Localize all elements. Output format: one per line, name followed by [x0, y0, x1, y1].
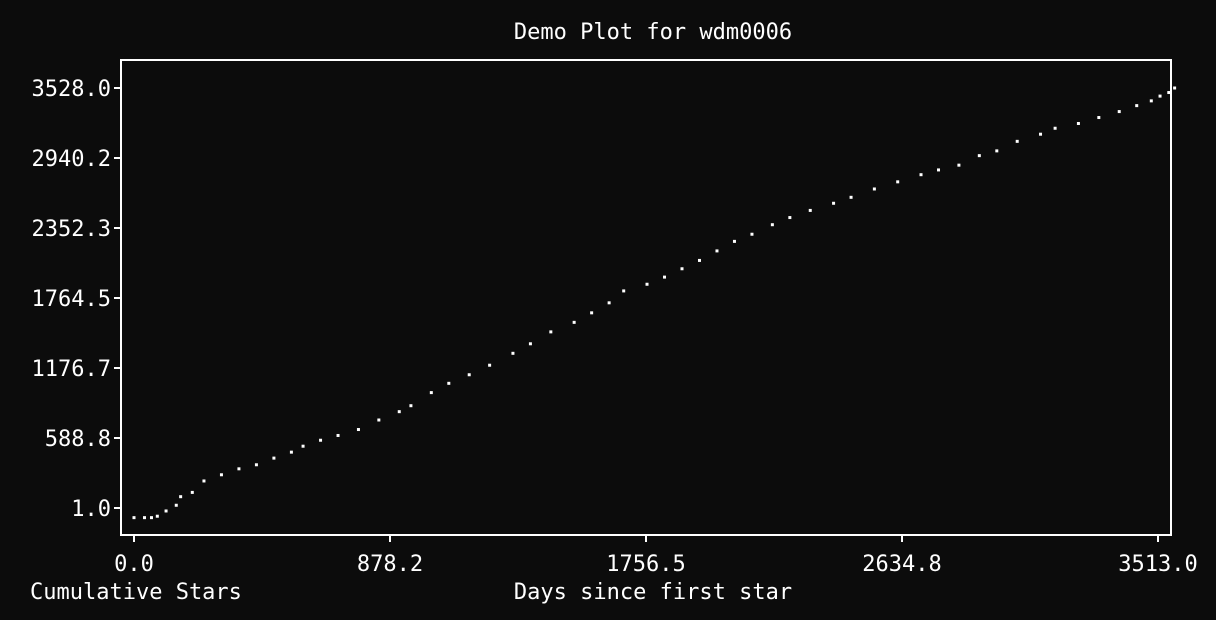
data-point [132, 516, 136, 520]
data-point [237, 467, 241, 471]
x-tick-label: 2634.8 [862, 552, 941, 577]
data-point [409, 404, 413, 408]
data-point [770, 223, 774, 227]
data-point [511, 351, 515, 355]
x-axis: 0.0 878.2 1756.5 2634.8 3513.0 [114, 535, 1198, 577]
data-point [663, 275, 667, 279]
data-point [528, 342, 532, 346]
data-point [397, 410, 401, 414]
data-point [190, 490, 194, 494]
data-point [549, 330, 553, 334]
data-point [697, 258, 701, 262]
data-point [937, 168, 941, 172]
data-point [289, 450, 293, 454]
chart-title: Demo Plot for wdm0006 [514, 20, 792, 45]
data-point [715, 249, 719, 253]
plot-frame [120, 59, 1172, 536]
data-point [607, 301, 611, 305]
data-point [272, 456, 276, 460]
data-point [832, 201, 836, 205]
data-point [174, 503, 178, 507]
data-point [488, 363, 492, 367]
data-point [202, 479, 206, 483]
data-point [1015, 139, 1019, 143]
data-point [447, 381, 451, 385]
y-tick-label: 2352.3 [32, 217, 111, 242]
data-point [356, 428, 360, 432]
data-point [1167, 91, 1171, 95]
data-point [572, 320, 576, 324]
data-point [680, 267, 684, 271]
y-tick-label: 1.0 [71, 497, 111, 522]
data-point [849, 195, 853, 199]
y-axis: 1.0 588.8 1176.7 1764.5 2352.3 2940.2 3528.0 [32, 77, 121, 522]
data-point [788, 216, 792, 220]
x-tick-label: 3513.0 [1118, 552, 1197, 577]
y-tick-label: 588.8 [45, 427, 111, 452]
data-point [254, 463, 258, 467]
data-point [336, 433, 340, 437]
data-point [957, 163, 961, 167]
x-tick-label: 0.0 [114, 552, 154, 577]
data-point [1158, 94, 1162, 98]
data-point [919, 173, 923, 177]
data-point [808, 208, 812, 212]
data-point [1117, 110, 1121, 114]
y-axis-label: Cumulative Stars [30, 580, 242, 605]
data-point [977, 154, 981, 158]
data-points [132, 86, 1177, 520]
x-tick-label: 878.2 [357, 552, 423, 577]
data-point [872, 187, 876, 191]
y-tick-label: 2940.2 [32, 147, 111, 172]
data-point [590, 311, 594, 315]
data-point [995, 149, 999, 153]
data-point [1053, 126, 1057, 130]
data-point [1149, 99, 1153, 103]
y-tick-label: 1764.5 [32, 287, 111, 312]
data-point [164, 509, 168, 513]
data-point [1076, 121, 1080, 125]
y-tick-label: 1176.7 [32, 357, 111, 382]
data-point [750, 232, 754, 236]
data-point [149, 516, 153, 520]
data-point [1173, 86, 1177, 90]
data-point [319, 438, 323, 442]
data-point [219, 473, 223, 477]
data-point [1097, 116, 1101, 120]
data-point [377, 418, 381, 422]
data-point [429, 391, 433, 395]
data-point [155, 514, 159, 518]
data-point [301, 444, 305, 448]
data-point [467, 373, 471, 377]
x-axis-label: Days since first star [514, 580, 792, 605]
data-point [1135, 104, 1139, 108]
data-point [179, 495, 183, 499]
data-point [645, 282, 649, 286]
data-point [142, 516, 146, 520]
data-point [732, 239, 736, 243]
x-tick-label: 1756.5 [606, 552, 685, 577]
data-point [1039, 132, 1043, 136]
data-point [622, 289, 626, 293]
data-point [896, 180, 900, 184]
y-tick-label: 3528.0 [32, 77, 111, 102]
